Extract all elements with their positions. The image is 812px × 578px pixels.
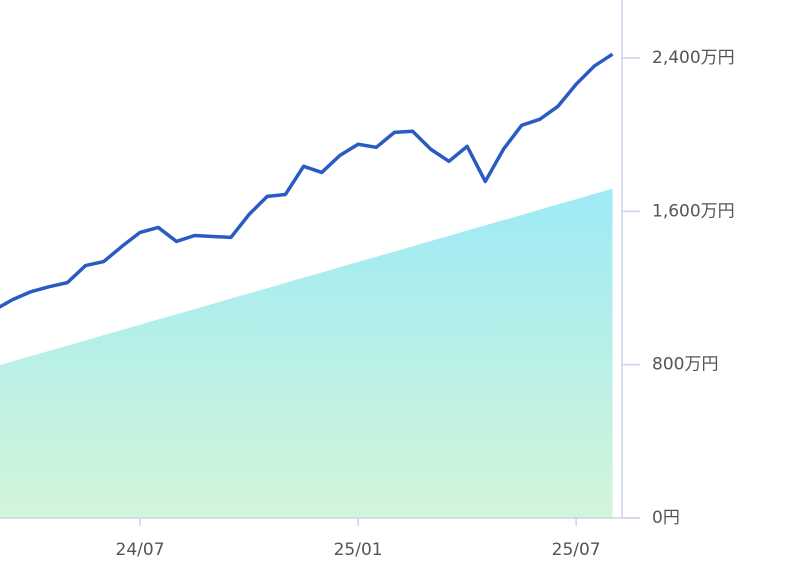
x-tick-label: 25/01: [334, 540, 383, 560]
y-tick-label: 800万円: [652, 355, 718, 375]
y-tick-label: 0円: [652, 508, 680, 528]
y-tick-label: 1,600万円: [652, 201, 735, 221]
x-tick-label: 24/07: [116, 540, 165, 560]
plot: [0, 52, 614, 518]
y-tick-label: 2,400万円: [652, 48, 735, 68]
area: [0, 188, 613, 518]
x-tick-label: 25/07: [552, 540, 601, 560]
line: [0, 52, 614, 309]
